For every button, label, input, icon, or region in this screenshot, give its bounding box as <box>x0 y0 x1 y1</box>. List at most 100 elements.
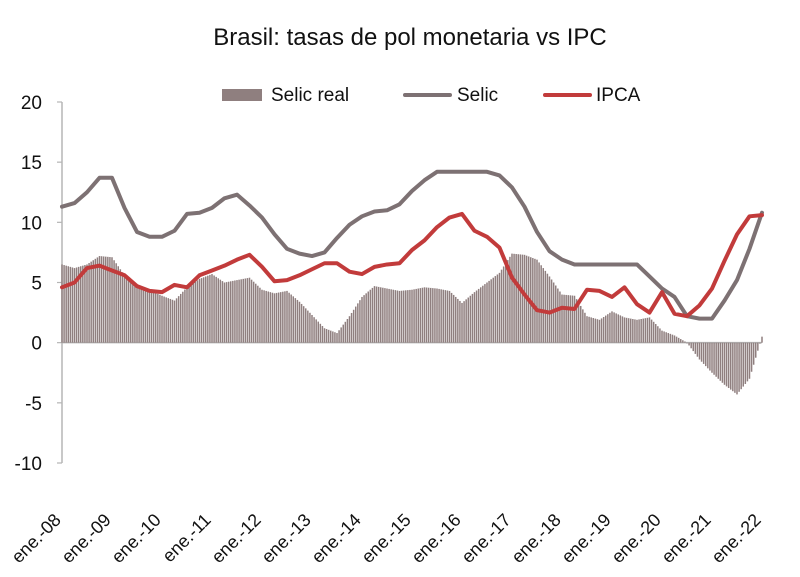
selic-real-bar <box>698 342 701 360</box>
selic-real-bar <box>509 256 511 343</box>
selic-real-bar <box>405 290 407 343</box>
selic-real-bar <box>292 296 294 343</box>
selic-real-bar <box>232 280 234 343</box>
selic-real-bar <box>605 315 607 343</box>
legend-selic-real-swatch <box>222 89 262 101</box>
selic-real-bar <box>319 323 322 343</box>
selic-real-bar <box>565 294 567 343</box>
selic-real-bar <box>744 342 747 384</box>
selic-real-bar <box>602 317 605 343</box>
selic-real-bar <box>86 264 88 343</box>
selic-real-bar <box>694 342 697 354</box>
selic-real-bar <box>107 256 109 343</box>
selic-real-bar <box>138 287 140 343</box>
selic-real-bar <box>117 266 119 343</box>
selic-real-bar <box>288 292 290 343</box>
selic-real-bar <box>759 342 761 344</box>
legend-selic-label: Selic <box>457 85 498 106</box>
selic-real-bar <box>388 288 390 343</box>
selic-real-bar <box>496 274 499 343</box>
selic-real-bar <box>321 326 324 343</box>
selic-real-bar <box>655 324 657 343</box>
selic-real-bar <box>434 288 436 343</box>
selic-real-bar <box>377 286 380 343</box>
selic-real-bar <box>384 288 386 343</box>
selic-real-bar <box>146 289 149 343</box>
selic-real-bar <box>242 278 244 343</box>
selic-real-bar <box>600 318 603 343</box>
selic-real-bar <box>617 314 619 343</box>
selic-real-bar <box>263 290 265 343</box>
selic-real-bar <box>669 333 672 343</box>
selic-real-bar <box>711 342 713 373</box>
selic-real-bar <box>255 283 257 343</box>
selic-real-bar <box>665 332 667 343</box>
selic-real-bar <box>71 267 74 343</box>
selic-real-bar <box>659 328 661 343</box>
selic-real-bar <box>171 299 174 343</box>
selic-real-bar <box>505 263 507 343</box>
selic-real-bar <box>715 342 717 377</box>
selic-real-bar <box>98 256 101 343</box>
selic-real-bar <box>125 277 128 343</box>
selic-real-bar <box>490 279 492 343</box>
chart-title: Brasil: tasas de pol monetaria vs IPC <box>213 24 607 51</box>
selic-real-bar <box>409 289 411 343</box>
selic-real-bar <box>500 269 503 343</box>
selic-real-bar <box>336 333 338 343</box>
selic-real-bar <box>488 280 490 343</box>
selic-real-bar <box>338 330 340 343</box>
selic-real-bar <box>315 319 317 343</box>
selic-real-bar <box>755 342 757 358</box>
selic-real-bar <box>200 278 203 343</box>
selic-real-bar <box>469 295 472 343</box>
selic-real-bar <box>334 332 336 343</box>
y-tick-label: 15 <box>21 153 42 174</box>
selic-real-bar <box>584 312 586 343</box>
selic-real-bar <box>519 254 522 343</box>
selic-real-bar <box>717 342 719 379</box>
selic-real-bar <box>736 342 738 395</box>
selic-real-bar <box>486 282 488 343</box>
selic-real-bar <box>392 289 394 343</box>
selic-real-bar <box>192 283 194 343</box>
selic-real-bar <box>548 276 551 343</box>
selic-real-bar <box>467 297 469 343</box>
selic-real-bar <box>282 291 284 343</box>
selic-real-bar <box>286 290 288 343</box>
selic-real-bar <box>227 281 230 343</box>
selic-real-bar <box>723 342 726 385</box>
selic-real-bar <box>559 291 561 343</box>
y-tick-label: 0 <box>31 334 42 355</box>
selic-real-bar <box>373 286 376 343</box>
selic-real-bar <box>284 291 286 343</box>
selic-real-bar <box>155 292 157 343</box>
selic-real-bar <box>394 290 397 343</box>
selic-real-bar <box>507 260 509 343</box>
selic-real-bar <box>182 291 184 343</box>
selic-real-bar <box>75 267 78 343</box>
selic-real-bar <box>252 281 255 343</box>
selic-real-bar <box>63 265 65 343</box>
selic-real-bar <box>132 283 134 343</box>
selic-real-bar <box>152 291 155 343</box>
y-tick-label: 10 <box>21 213 42 234</box>
selic-real-bar <box>163 296 165 343</box>
selic-real-bar <box>236 280 238 343</box>
selic-real-bar <box>577 302 580 343</box>
selic-real-bar <box>109 257 111 343</box>
selic-real-bar <box>73 268 76 343</box>
selic-real-bar <box>513 253 515 343</box>
selic-real-bar <box>446 290 449 343</box>
selic-real-bar <box>730 342 732 390</box>
selic-real-bar <box>582 309 584 343</box>
selic-real-bar <box>205 276 207 343</box>
selic-real-bar <box>713 342 715 375</box>
selic-real-bar <box>517 254 519 343</box>
selic-real-bar <box>611 311 613 343</box>
selic-real-bar <box>400 290 403 343</box>
selic-real-bar <box>444 290 447 343</box>
selic-real-bar <box>627 318 630 343</box>
selic-real-bar <box>127 279 130 343</box>
selic-real-bar <box>644 318 647 343</box>
